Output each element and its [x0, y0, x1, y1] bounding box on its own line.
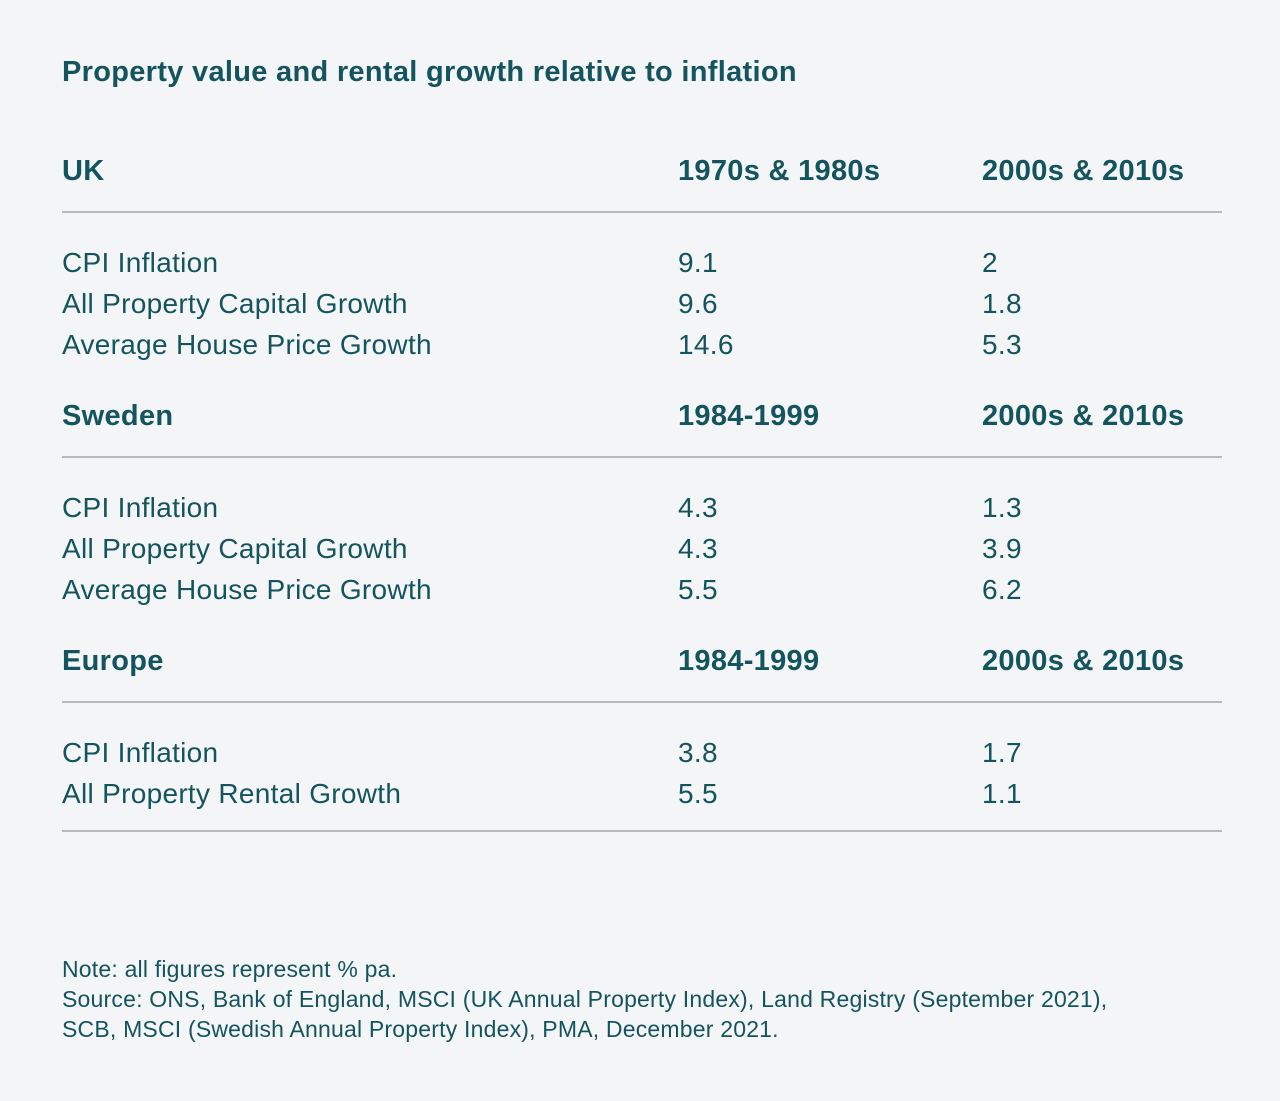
section-europe: Europe 1984-1999 2000s & 2010s CPI Infla…: [62, 644, 1222, 814]
value-period-2: 1.8: [982, 288, 1022, 319]
table-row: All Property Rental Growth 5.5 1.1: [62, 773, 1222, 814]
table-row: Average House Price Growth 5.5 6.2: [62, 569, 1222, 610]
table-row: All Property Capital Growth 4.3 3.9: [62, 528, 1222, 569]
section-divider: [62, 701, 1222, 703]
value-period-1: 9.1: [678, 247, 718, 278]
section-header-row: Europe 1984-1999 2000s & 2010s: [62, 644, 1222, 701]
section-rows: CPI Inflation 9.1 2 All Property Capital…: [62, 213, 1222, 365]
section-rows: CPI Inflation 4.3 1.3 All Property Capit…: [62, 458, 1222, 610]
value-period-2: 5.3: [982, 329, 1022, 360]
footnotes: Note: all figures represent % pa. Source…: [62, 954, 1222, 1044]
note-text: Note: all figures represent % pa.: [62, 956, 398, 982]
period-2-header: 2000s & 2010s: [982, 400, 1185, 432]
section-divider: [62, 456, 1222, 458]
metric-label: Average House Price Growth: [62, 329, 432, 360]
value-period-1: 3.8: [678, 737, 718, 768]
period-1-header: 1984-1999: [678, 645, 820, 677]
section-divider: [62, 211, 1222, 213]
period-2-header: 2000s & 2010s: [982, 155, 1185, 187]
value-period-1: 4.3: [678, 533, 718, 564]
metric-label: All Property Capital Growth: [62, 533, 408, 564]
table-row: Average House Price Growth 14.6 5.3: [62, 324, 1222, 365]
table-row: CPI Inflation 4.3 1.3: [62, 487, 1222, 528]
metric-label: CPI Inflation: [62, 492, 219, 523]
region-label: UK: [62, 155, 105, 187]
value-period-2: 6.2: [982, 574, 1022, 605]
region-label: Europe: [62, 645, 164, 677]
section-uk: UK 1970s & 1980s 2000s & 2010s CPI Infla…: [62, 154, 1222, 365]
table-bottom-divider: [62, 830, 1222, 832]
figure: Property value and rental growth relativ…: [62, 56, 1222, 1044]
section-sweden: Sweden 1984-1999 2000s & 2010s CPI Infla…: [62, 399, 1222, 610]
section-header-row: UK 1970s & 1980s 2000s & 2010s: [62, 154, 1222, 211]
section-header-row: Sweden 1984-1999 2000s & 2010s: [62, 399, 1222, 456]
section-rows: CPI Inflation 3.8 1.7 All Property Renta…: [62, 703, 1222, 814]
value-period-1: 4.3: [678, 492, 718, 523]
value-period-2: 1.7: [982, 737, 1022, 768]
value-period-2: 3.9: [982, 533, 1022, 564]
table-row: CPI Inflation 9.1 2: [62, 242, 1222, 283]
metric-label: CPI Inflation: [62, 247, 219, 278]
value-period-2: 1.1: [982, 778, 1022, 809]
metric-label: All Property Capital Growth: [62, 288, 408, 319]
value-period-1: 14.6: [678, 329, 734, 360]
period-1-header: 1970s & 1980s: [678, 155, 881, 187]
source-text: Source: ONS, Bank of England, MSCI (UK A…: [62, 986, 1108, 1042]
metric-label: CPI Inflation: [62, 737, 219, 768]
value-period-1: 9.6: [678, 288, 718, 319]
value-period-1: 5.5: [678, 574, 718, 605]
metric-label: All Property Rental Growth: [62, 778, 402, 809]
period-2-header: 2000s & 2010s: [982, 645, 1185, 677]
table-row: CPI Inflation 3.8 1.7: [62, 732, 1222, 773]
value-period-1: 5.5: [678, 778, 718, 809]
table-row: All Property Capital Growth 9.6 1.8: [62, 283, 1222, 324]
metric-label: Average House Price Growth: [62, 574, 432, 605]
period-1-header: 1984-1999: [678, 400, 820, 432]
region-label: Sweden: [62, 400, 174, 432]
figure-title: Property value and rental growth relativ…: [62, 56, 797, 88]
value-period-2: 1.3: [982, 492, 1022, 523]
value-period-2: 2: [982, 247, 998, 278]
